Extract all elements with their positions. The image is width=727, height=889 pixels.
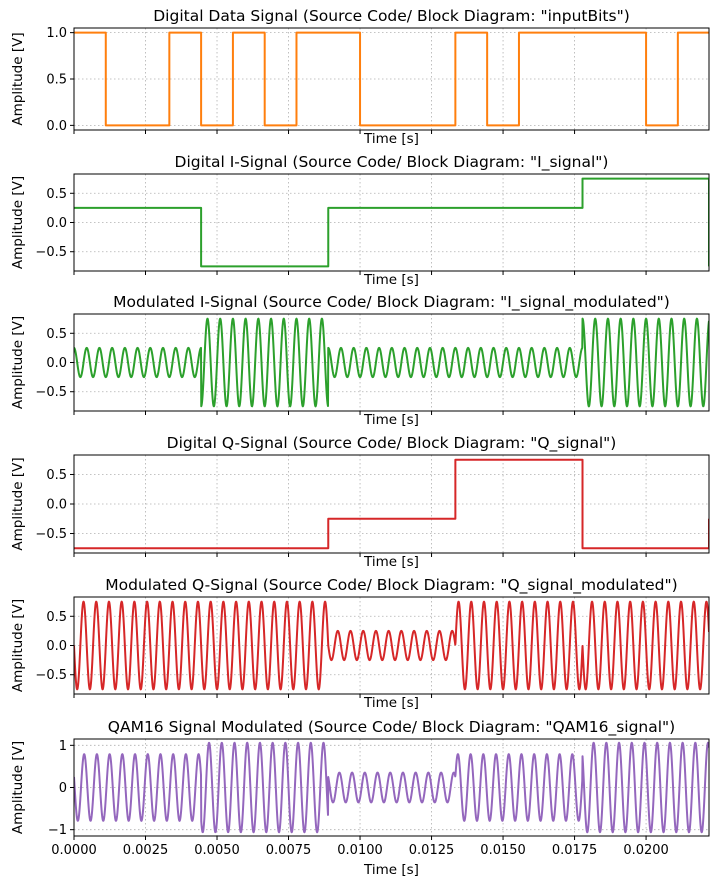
x-tick-label: 0.0150 — [480, 843, 526, 858]
x-tick-label: 0.0125 — [409, 843, 455, 858]
x-axis-label: Time [s] — [363, 272, 419, 288]
x-tick-label: 0.0100 — [337, 843, 383, 858]
chart-title: Digital I-Signal (Source Code/ Block Dia… — [175, 153, 609, 172]
y-tick-label: 0.5 — [46, 327, 67, 342]
y-tick-label: 0.0 — [46, 216, 67, 231]
series-line — [74, 458, 709, 550]
y-axis-label: Amplitude [V] — [10, 32, 26, 125]
y-axis-label: Amplitude [V] — [10, 741, 26, 834]
chart-title: Modulated Q-Signal (Source Code/ Block D… — [105, 576, 677, 595]
y-tick-label: 0.0 — [46, 639, 67, 654]
panel-2: −0.5 0.0 0.5 Digital I-Signal (Source Code/… — [10, 153, 710, 288]
x-tick-label: 0.0025 — [123, 843, 169, 858]
y-tick-label: 1.0 — [46, 26, 67, 41]
x-axis-label: Time [s] — [363, 862, 419, 878]
series-line — [74, 600, 709, 691]
x-tick-label: 0.0000 — [51, 843, 97, 858]
y-tick-label: 0.0 — [46, 356, 67, 371]
y-tick-label: −0.5 — [35, 385, 67, 400]
y-tick-label: −0.5 — [35, 668, 67, 683]
y-tick-label: 1 — [59, 739, 67, 754]
series-line — [74, 31, 709, 127]
x-axis-label: Time [s] — [363, 412, 419, 428]
series-line — [74, 741, 709, 834]
panel-3: −0.5 0.0 0.5 Modulated I-Signal (Source Cod… — [10, 293, 710, 428]
x-tick-label: 0.0075 — [266, 843, 312, 858]
y-tick-label: −0.5 — [35, 527, 67, 542]
series-line — [74, 177, 709, 268]
series-line — [74, 317, 709, 408]
x-tick-label: 0.0200 — [623, 843, 669, 858]
y-tick-label: −0.5 — [35, 245, 67, 260]
chart-title: Modulated I-Signal (Source Code/ Block D… — [113, 293, 670, 312]
y-axis-label: Amplitude [V] — [10, 316, 26, 409]
panel-5: −0.5 0.0 0.5 Modulated Q-Signal (Source Cod… — [10, 576, 710, 711]
chart-title: QAM16 Signal Modulated (Source Code/ Blo… — [108, 718, 675, 737]
y-tick-label: 0.5 — [46, 187, 67, 202]
y-axis-label: Amplitude [V] — [10, 176, 26, 269]
chart-title: Digital Data Signal (Source Code/ Block … — [153, 7, 630, 25]
y-tick-label: 0 — [59, 781, 67, 796]
x-tick-label: 0.0175 — [552, 843, 598, 858]
chart-title: Digital Q-Signal (Source Code/ Block Dia… — [167, 434, 617, 453]
y-tick-label: 0.5 — [46, 610, 67, 625]
x-axis-label: Time [s] — [363, 554, 419, 570]
panel-1: 0.0 0.5 1.0 Digital Data Signal (Source Cod… — [10, 7, 710, 147]
y-tick-label: −1 — [48, 823, 67, 838]
panel-4: −0.5 0.0 0.5 Digital Q-Signal (Source Code/… — [10, 434, 710, 570]
y-tick-label: 0.0 — [46, 498, 67, 513]
x-tick-label: 0.0050 — [194, 843, 240, 858]
y-axis-label: Amplitude [V] — [10, 599, 26, 692]
x-axis-label: Time [s] — [363, 131, 419, 147]
y-tick-label: 0.0 — [46, 119, 67, 134]
y-axis-label: Amplitude [V] — [10, 457, 26, 550]
y-tick-label: 0.5 — [46, 468, 67, 483]
x-axis-label: Time [s] — [363, 695, 419, 711]
y-tick-label: 0.5 — [46, 73, 67, 88]
panel-6: −1 0 1 0.0000 0.0025 0.0050 0.0075 0.0100 0.0125… — [10, 718, 710, 878]
